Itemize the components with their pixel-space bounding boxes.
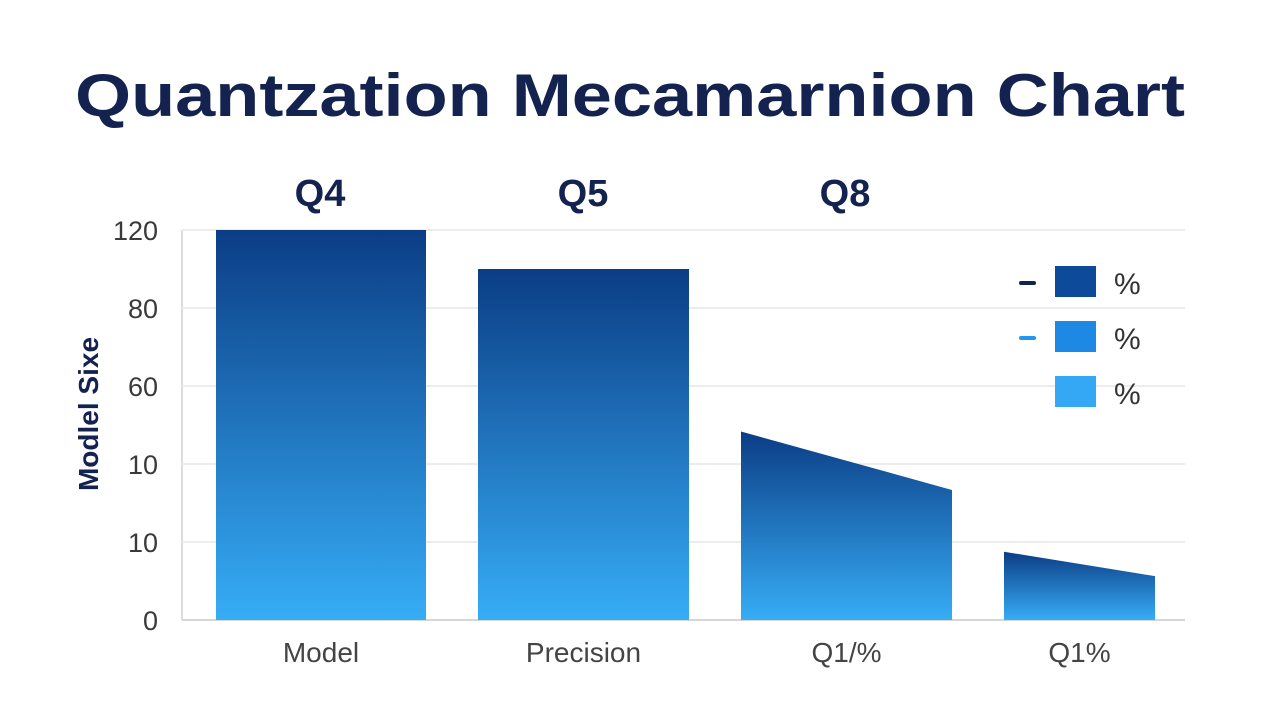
chart-title: Quantzation Mecamarnion Chart — [75, 62, 1185, 129]
top-label: Q8 — [820, 173, 871, 215]
y-tick-label: 60 — [128, 372, 158, 402]
x-tick-label: Q1% — [1048, 637, 1110, 668]
bar-q1- — [1004, 551, 1155, 620]
top-label: Q5 — [558, 173, 609, 215]
y-tick-label: 10 — [128, 450, 158, 480]
y-tick-label: 0 — [143, 606, 158, 636]
y-axis-label: Modlel Sixe — [73, 337, 104, 491]
y-tick-label: 80 — [128, 294, 158, 324]
legend-label: % — [1114, 268, 1141, 301]
bar-model — [216, 230, 426, 620]
legend-swatch — [1055, 266, 1096, 297]
legend-swatch — [1055, 376, 1096, 407]
y-tick-label: 10 — [128, 528, 158, 558]
x-tick-label: Model — [283, 637, 359, 668]
legend-label: % — [1114, 323, 1141, 356]
legend-swatch — [1055, 321, 1096, 352]
x-tick-label: Precision — [526, 637, 641, 668]
top-label: Q4 — [295, 173, 346, 215]
bar-precision — [478, 269, 689, 620]
bar-q1- — [741, 431, 952, 620]
y-tick-label: 120 — [113, 216, 158, 246]
legend-label: % — [1114, 378, 1141, 411]
x-tick-label: Q1/% — [811, 637, 881, 668]
